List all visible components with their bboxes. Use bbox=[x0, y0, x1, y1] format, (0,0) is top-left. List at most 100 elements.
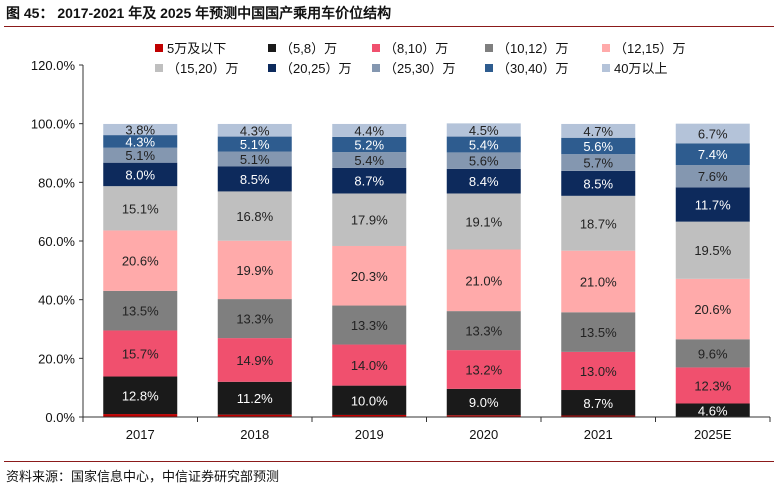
bar-segment bbox=[675, 403, 750, 417]
bar-segment bbox=[675, 143, 750, 166]
legend-label: 5万及以下 bbox=[167, 41, 226, 56]
bar-segment bbox=[332, 245, 407, 306]
bar-segment bbox=[217, 123, 292, 137]
bar-segment bbox=[675, 123, 750, 144]
data-label: 21.0% bbox=[580, 274, 617, 289]
bar-segment bbox=[103, 135, 178, 148]
bar-segment bbox=[103, 230, 178, 291]
legend-label: （25,30）万 bbox=[384, 61, 456, 76]
bar-segment bbox=[446, 311, 521, 351]
legend-label: 40万以上 bbox=[614, 61, 667, 76]
data-label: 19.9% bbox=[236, 263, 273, 278]
bar-segment bbox=[217, 191, 292, 241]
data-label: 5.6% bbox=[469, 154, 499, 169]
bar-segment bbox=[103, 186, 178, 231]
bar-segment bbox=[561, 170, 636, 196]
data-label: 9.6% bbox=[698, 346, 728, 361]
bar-segment bbox=[446, 123, 521, 137]
legend-swatch bbox=[155, 64, 163, 72]
legend-swatch bbox=[268, 44, 276, 52]
bar-segment bbox=[561, 123, 636, 138]
bar-segment bbox=[446, 152, 521, 169]
data-label: 13.3% bbox=[351, 318, 388, 333]
data-label: 17.9% bbox=[351, 213, 388, 228]
legend-swatch bbox=[155, 44, 163, 52]
data-label: 5.1% bbox=[240, 152, 270, 167]
bar-segment bbox=[561, 154, 636, 171]
y-tick-label: 120.0% bbox=[31, 58, 76, 73]
data-label: 13.2% bbox=[465, 362, 502, 377]
bar-segment bbox=[675, 278, 750, 340]
bar-segment bbox=[561, 415, 636, 417]
bar-segment bbox=[332, 152, 407, 168]
data-label: 13.3% bbox=[465, 324, 502, 339]
bar-segment bbox=[446, 350, 521, 389]
data-label: 5.4% bbox=[354, 153, 384, 168]
x-tick-label: 2017 bbox=[126, 427, 155, 442]
x-tick-label: 2018 bbox=[240, 427, 269, 442]
figure-title: 图 45： 2017-2021 年及 2025 年预测中国国产乘用车价位结构 bbox=[6, 5, 392, 21]
y-tick-label: 0.0% bbox=[45, 410, 75, 425]
data-label: 14.0% bbox=[351, 358, 388, 373]
bar-segment bbox=[217, 299, 292, 339]
legend-label: （30,40）万 bbox=[497, 61, 569, 76]
data-label: 20.3% bbox=[351, 269, 388, 284]
data-label: 5.1% bbox=[240, 137, 270, 152]
data-label: 15.1% bbox=[122, 201, 159, 216]
legend-swatch bbox=[485, 64, 493, 72]
bar-segment bbox=[103, 162, 178, 187]
y-tick-label: 60.0% bbox=[38, 234, 75, 249]
bar-segment bbox=[561, 390, 636, 416]
data-label: 4.5% bbox=[469, 123, 499, 138]
bar-segment bbox=[103, 290, 178, 331]
data-label: 4.6% bbox=[698, 403, 728, 418]
bar-segment bbox=[332, 136, 407, 153]
bar-segment bbox=[446, 249, 521, 312]
legend-label: （15,20）万 bbox=[167, 61, 239, 76]
x-tick-label: 2019 bbox=[355, 427, 384, 442]
legend-swatch bbox=[602, 64, 610, 72]
data-label: 8.7% bbox=[583, 396, 613, 411]
bar-segment bbox=[446, 136, 521, 153]
bar-segment bbox=[675, 165, 750, 188]
stacked-bar-chart: 5万及以下 （5,8）万 （8,10）万 （10,12）万 （12,15）万 （15,20… bbox=[31, 41, 771, 442]
bar-segment bbox=[446, 193, 521, 250]
data-label: 10.0% bbox=[351, 393, 388, 408]
bar-segment bbox=[446, 415, 521, 417]
data-label: 9.0% bbox=[469, 395, 499, 410]
bar-segment bbox=[561, 351, 636, 391]
legend-label: （12,15）万 bbox=[614, 41, 686, 56]
bar-segment bbox=[675, 339, 750, 368]
bar-segment bbox=[446, 388, 521, 416]
legend: 5万及以下 （5,8）万 （8,10）万 （10,12）万 （12,15）万 （15,20… bbox=[155, 41, 686, 76]
bar-segment bbox=[217, 240, 292, 300]
title-divider bbox=[4, 26, 774, 27]
y-tick-label: 20.0% bbox=[38, 351, 75, 366]
bar-segment bbox=[217, 381, 292, 415]
bar-segment bbox=[332, 414, 407, 417]
bar-segment bbox=[332, 305, 407, 345]
data-label: 13.5% bbox=[580, 325, 617, 340]
data-label: 20.6% bbox=[694, 302, 731, 317]
legend-swatch bbox=[268, 64, 276, 72]
bar-segment bbox=[561, 250, 636, 313]
data-label: 8.5% bbox=[240, 172, 270, 187]
data-label: 7.4% bbox=[698, 147, 728, 162]
legend-swatch bbox=[602, 44, 610, 52]
data-label: 8.0% bbox=[125, 167, 155, 182]
data-label: 4.7% bbox=[583, 124, 613, 139]
x-tick-label: 2025E bbox=[694, 427, 732, 442]
data-label: 5.1% bbox=[125, 148, 155, 163]
data-label: 11.7% bbox=[695, 197, 731, 212]
data-label: 11.2% bbox=[237, 391, 273, 406]
bar-segment bbox=[332, 123, 407, 137]
bar-segment bbox=[561, 137, 636, 155]
bar-segment bbox=[217, 414, 292, 417]
data-label: 21.0% bbox=[465, 273, 502, 288]
bar-segment bbox=[103, 414, 178, 417]
legend-swatch bbox=[372, 64, 380, 72]
bar-segment bbox=[217, 166, 292, 192]
bar-segment bbox=[103, 147, 178, 163]
bar-segment bbox=[103, 123, 178, 136]
bar-segment bbox=[332, 193, 407, 246]
